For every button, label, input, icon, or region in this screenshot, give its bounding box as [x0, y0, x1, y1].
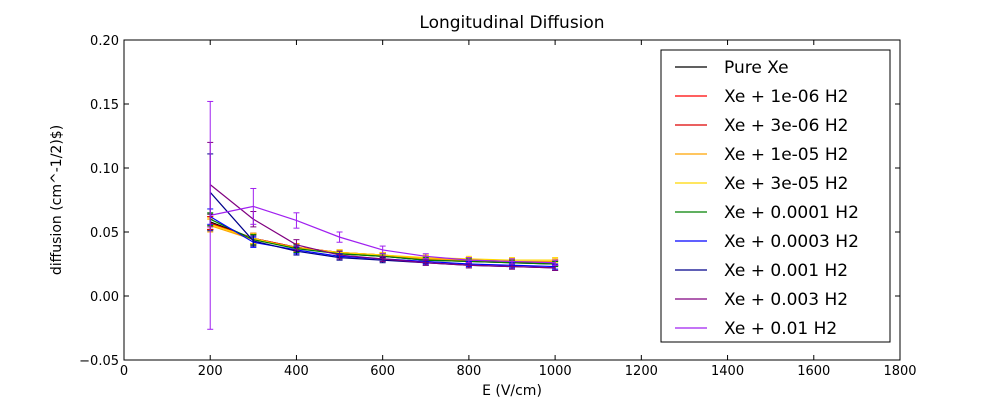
x-tick-label: 200	[198, 364, 223, 379]
x-tick-label: 1200	[625, 364, 658, 379]
series-layer	[207, 100, 559, 330]
x-tick-label: 600	[370, 364, 395, 379]
series-9	[207, 100, 559, 330]
x-tick-label: 1000	[539, 364, 572, 379]
y-tick-label: 0.05	[90, 226, 119, 241]
legend-label: Xe + 1e-06 H2	[724, 87, 848, 107]
y-tick-label: 0.15	[90, 98, 119, 113]
x-tick-label: 1400	[711, 364, 744, 379]
legend-label: Xe + 0.0001 H2	[724, 203, 859, 223]
legend-label: Xe + 1e-05 H2	[724, 145, 848, 165]
legend-label: Xe + 3e-06 H2	[724, 116, 848, 136]
plot-frame	[123, 39, 901, 361]
legend: Pure Xe Xe + 1e-06 H2 Xe + 3e-06 H2 Xe + 1e…	[660, 49, 891, 343]
y-axis-label: diffusion (cm^-1/2)$)	[49, 125, 65, 275]
y-tick-label: 0.00	[90, 290, 119, 305]
legend-label: Xe + 0.001 H2	[724, 261, 848, 281]
x-tick-label: 1800	[883, 364, 916, 379]
x-tick-label: 0	[120, 364, 128, 379]
y-tick-label: −0.05	[79, 354, 119, 369]
y-tick-label: 0.10	[90, 162, 119, 177]
legend-label: Xe + 0.003 H2	[724, 290, 848, 310]
legend-label: Xe + 0.01 H2	[724, 319, 837, 339]
x-axis-label: E (V/cm)	[482, 383, 542, 399]
legend-label: Xe + 0.0003 H2	[724, 232, 859, 252]
legend-box	[660, 49, 891, 343]
x-tick-label: 1600	[797, 364, 830, 379]
x-tick-label: 800	[456, 364, 481, 379]
y-tick-label: 0.20	[90, 34, 119, 49]
legend-label: Pure Xe	[724, 58, 789, 78]
legend-label: Xe + 3e-05 H2	[724, 174, 848, 194]
axes-layer: 0 200 400 600 800 1000 1200 1400 1600 1800 −0.05 0.…	[79, 34, 916, 379]
chart-title: Longitudinal Diffusion	[419, 13, 604, 33]
x-tick-label: 400	[284, 364, 309, 379]
